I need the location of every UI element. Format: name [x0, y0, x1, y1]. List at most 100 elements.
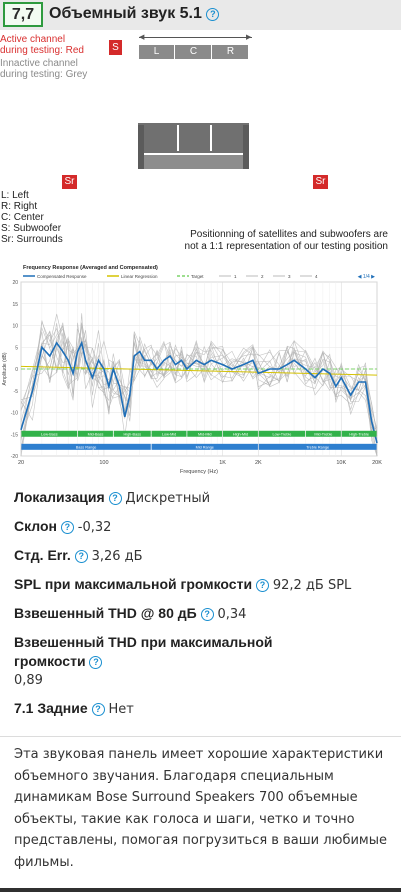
section-title: Объемный звук 5.1 ?	[49, 5, 220, 23]
question-circle-icon[interactable]: ?	[91, 703, 105, 716]
x-tick-label: 20K	[372, 460, 382, 466]
key-left: L: Left	[1, 190, 29, 201]
y-tick-label: 5	[15, 345, 18, 351]
spec-71-rear: 7.1 Задние ? Нет	[14, 699, 394, 719]
spec-value: 3,26 дБ	[91, 549, 143, 564]
x-tick-label: 20	[18, 460, 24, 466]
band-top	[151, 430, 187, 437]
question-circle-icon[interactable]: ?	[60, 521, 74, 534]
frequency-response-chart: 20 15 10 5 0 -5 -10 -15 -20 20 100 1K 2K 10K 20K Freque…	[0, 260, 401, 480]
spec-thd-80: Взвешенный THD @ 80 дБ ? 0,34	[14, 604, 394, 624]
legend-inactive-line-2: during testing: Grey	[0, 69, 88, 80]
band-top-label: Mid-Bass	[88, 432, 104, 436]
legend-active-line-2: during testing: Red	[0, 45, 84, 56]
spec-localization: Локализация ? Дискретный	[14, 488, 394, 508]
band-top-label: High-Mid	[233, 432, 248, 436]
y-tick-label: 20	[12, 280, 18, 286]
band-top	[21, 430, 78, 437]
y-tick-label: 0	[15, 367, 18, 373]
legend-sample-label: 3	[288, 274, 291, 279]
arrow-left-icon: ◀	[139, 34, 145, 41]
y-tick-label: 10	[12, 324, 18, 330]
spec-label: Локализация	[14, 489, 105, 505]
legend-inactive-line-1: Innactive channel	[0, 58, 78, 69]
question-circle-icon[interactable]: ?	[108, 492, 122, 505]
spec-label: Стд. Err.	[14, 547, 71, 563]
couch-seat	[140, 153, 247, 169]
couch-icon	[138, 123, 249, 169]
key-center: C: Center	[1, 212, 44, 223]
spec-value: 0,34	[217, 607, 247, 622]
y-tick-label: -10	[11, 411, 18, 417]
divider	[0, 736, 401, 737]
x-tick-label: 2K	[255, 460, 262, 466]
y-tick-label: 15	[12, 302, 18, 308]
channel-right: R	[226, 46, 235, 57]
band-top-label: High-Treble	[349, 432, 369, 436]
chart-title: Frequency Response (Averaged and Compens…	[23, 265, 158, 271]
couch-divider	[210, 125, 212, 151]
spec-value: -0,32	[77, 520, 112, 535]
legend-active-line-1: Active channel	[0, 34, 66, 45]
section-header: 7,7 Объемный звук 5.1 ?	[0, 0, 401, 30]
band-bottom	[21, 443, 151, 450]
band-top	[305, 430, 341, 437]
channel-left: L	[139, 45, 175, 59]
band-top	[113, 430, 151, 437]
band-top-label: Mid-Mid	[198, 432, 212, 436]
question-circle-icon[interactable]: ?	[206, 8, 220, 21]
spec-value: 92,2 дБ SPL	[272, 578, 352, 593]
legend-sample-label: 2	[261, 274, 264, 279]
x-tick-label: 100	[99, 460, 108, 466]
question-circle-icon[interactable]: ?	[89, 656, 103, 669]
question-circle-icon[interactable]: ?	[255, 579, 269, 592]
legend-sample-label: 1	[234, 274, 237, 279]
section-title-text: Объемный звук 5.1	[49, 5, 202, 22]
x-tick-label: 1K	[219, 460, 226, 466]
legend-inactive: Innactive channel during testing: Grey	[0, 58, 87, 80]
question-circle-icon[interactable]: ?	[200, 608, 214, 621]
y-tick-label: -5	[14, 389, 19, 395]
x-tick-label: 10K	[336, 460, 346, 466]
individual-response-line	[20, 320, 378, 457]
band-top	[78, 430, 113, 437]
channel-center: C	[176, 45, 212, 59]
soundbar: L C R	[139, 45, 248, 59]
compensated-response-line	[20, 340, 378, 444]
spec-label: Взвешенный THD @ 80 дБ	[14, 605, 197, 621]
spec-label: Склон	[14, 518, 58, 534]
legend-active: Active channel during testing: Red	[0, 34, 84, 56]
legend-target-label: Target	[191, 274, 204, 279]
spec-value: Дискретный	[125, 491, 211, 506]
legend-sample-label: 4	[315, 274, 318, 279]
band-bottom-label: Mid Range	[196, 445, 214, 449]
key-subwoofer: S: Subwoofer	[1, 223, 62, 234]
spec-slope: Склон ? -0,32	[14, 517, 394, 537]
subwoofer-speaker: S	[109, 40, 122, 55]
individual-response-line	[20, 322, 378, 434]
legend-compensated-label: Compensated Response	[37, 274, 87, 279]
band-top-label: Low-Mid	[162, 432, 176, 436]
band-top-label: Low-Bass	[41, 432, 58, 436]
position-note-line-2: not a 1:1 representation of our testing …	[184, 241, 388, 252]
band-top	[341, 430, 377, 437]
bottom-bar	[0, 888, 401, 892]
question-circle-icon[interactable]: ?	[74, 550, 88, 563]
surround-left-speaker: Sr	[62, 175, 77, 189]
couch-arm	[243, 125, 249, 169]
speaker-diagram: Active channel during testing: Red Innac…	[0, 30, 401, 257]
couch-divider	[177, 125, 179, 151]
key-right: R: Right	[1, 201, 38, 212]
arrow-right-icon: ▶	[246, 34, 252, 41]
spec-label: SPL при максимальной громкости	[14, 576, 253, 592]
y-tick-label: -15	[11, 432, 18, 438]
band-top	[223, 430, 258, 437]
spec-thd-max: Взвешенный THD при максимальной громкост…	[14, 633, 394, 690]
band-bottom	[258, 443, 377, 450]
specs-list: Локализация ? Дискретный Склон ? -0,32 С…	[14, 488, 394, 728]
couch-arm	[138, 125, 144, 169]
legend-pager: ◀ 1/4 ▶	[358, 274, 376, 280]
x-axis-label: Frequency (Hz)	[180, 469, 218, 475]
band-bottom	[151, 443, 258, 450]
